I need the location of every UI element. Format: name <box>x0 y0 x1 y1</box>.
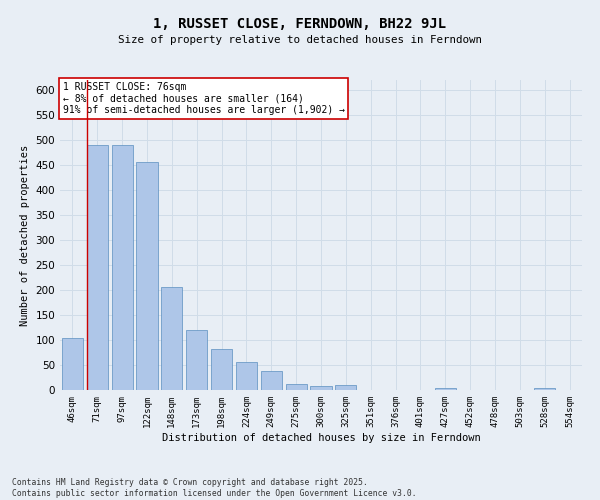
Text: 1 RUSSET CLOSE: 76sqm
← 8% of detached houses are smaller (164)
91% of semi-deta: 1 RUSSET CLOSE: 76sqm ← 8% of detached h… <box>62 82 344 115</box>
Bar <box>136 162 158 390</box>
X-axis label: Distribution of detached houses by size in Ferndown: Distribution of detached houses by size … <box>161 432 481 442</box>
Bar <box>286 384 307 390</box>
Text: Contains HM Land Registry data © Crown copyright and database right 2025.
Contai: Contains HM Land Registry data © Crown c… <box>12 478 416 498</box>
Bar <box>335 385 356 390</box>
Bar <box>112 145 133 390</box>
Bar <box>186 330 207 390</box>
Bar <box>62 338 83 390</box>
Y-axis label: Number of detached properties: Number of detached properties <box>20 144 30 326</box>
Bar <box>261 371 282 390</box>
Bar <box>161 286 182 390</box>
Bar <box>435 388 456 390</box>
Bar <box>310 386 332 390</box>
Bar <box>211 349 232 390</box>
Bar <box>87 145 108 390</box>
Text: 1, RUSSET CLOSE, FERNDOWN, BH22 9JL: 1, RUSSET CLOSE, FERNDOWN, BH22 9JL <box>154 18 446 32</box>
Bar <box>534 388 555 390</box>
Text: Size of property relative to detached houses in Ferndown: Size of property relative to detached ho… <box>118 35 482 45</box>
Bar <box>236 362 257 390</box>
